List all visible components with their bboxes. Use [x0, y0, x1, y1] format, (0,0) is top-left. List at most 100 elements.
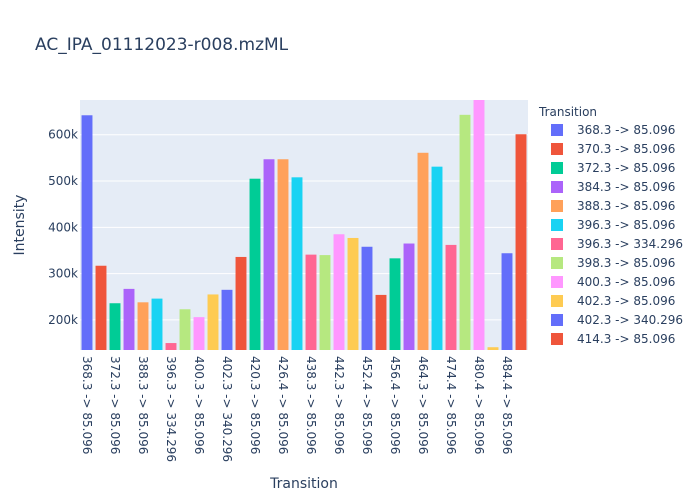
bar[interactable]	[515, 134, 527, 350]
bar[interactable]	[249, 178, 261, 350]
bar[interactable]	[459, 114, 471, 350]
bar[interactable]	[123, 288, 135, 350]
legend-item[interactable]: 398.3 -> 85.096	[551, 256, 675, 270]
y-axis-title: Intensity	[12, 195, 28, 256]
legend-items[interactable]: 368.3 -> 85.096 370.3 -> 85.096 372.3 -> 8…	[551, 123, 683, 346]
legend-item[interactable]: 388.3 -> 85.096	[551, 199, 675, 213]
bar[interactable]	[179, 309, 191, 350]
x-axis-title: Transition	[269, 476, 338, 492]
legend-swatch	[551, 276, 563, 288]
bar[interactable]	[263, 159, 275, 350]
bar[interactable]	[445, 244, 457, 350]
x-tick-label: 452.4 -> 85.096	[360, 356, 374, 454]
bar[interactable]	[151, 298, 163, 350]
bar[interactable]	[417, 152, 429, 350]
x-axis-ticks: 368.3 -> 85.096 372.3 -> 85.096 388.3 -> 8…	[80, 356, 514, 462]
bar[interactable]	[305, 254, 317, 350]
legend[interactable]: Transition 368.3 -> 85.096 370.3 -> 85.09…	[538, 105, 683, 346]
legend-item[interactable]: 368.3 -> 85.096	[551, 123, 675, 137]
legend-label: 398.3 -> 85.096	[577, 256, 675, 270]
bar[interactable]	[487, 347, 499, 350]
legend-label: 414.3 -> 85.096	[577, 332, 675, 346]
bar[interactable]	[95, 265, 107, 350]
bar[interactable]	[361, 246, 373, 350]
legend-swatch	[551, 333, 563, 345]
bar[interactable]	[347, 237, 359, 350]
legend-item[interactable]: 370.3 -> 85.096	[551, 142, 675, 156]
bar[interactable]	[109, 303, 121, 350]
legend-swatch	[551, 295, 563, 307]
legend-item[interactable]: 396.3 -> 334.296	[551, 237, 683, 251]
x-tick-label: 484.4 -> 85.096	[500, 356, 514, 454]
x-tick-label: 400.3 -> 85.096	[192, 356, 206, 454]
legend-label: 400.3 -> 85.096	[577, 275, 675, 289]
x-tick-label: 402.3 -> 340.296	[220, 356, 234, 462]
bar[interactable]	[473, 100, 485, 350]
legend-item[interactable]: 400.3 -> 85.096	[551, 275, 675, 289]
legend-label: 396.3 -> 334.296	[577, 237, 683, 251]
x-tick-label: 372.3 -> 85.096	[108, 356, 122, 454]
bar[interactable]	[165, 343, 177, 350]
bar[interactable]	[291, 177, 303, 350]
x-tick-label: 438.3 -> 85.096	[304, 356, 318, 454]
x-tick-label: 388.3 -> 85.096	[136, 356, 150, 454]
legend-label: 396.3 -> 85.096	[577, 218, 675, 232]
legend-item[interactable]: 372.3 -> 85.096	[551, 161, 675, 175]
x-tick-label: 368.3 -> 85.096	[80, 356, 94, 454]
bar[interactable]	[403, 243, 415, 350]
bar[interactable]	[333, 234, 345, 350]
legend-label: 368.3 -> 85.096	[577, 123, 675, 137]
x-tick-label: 456.4 -> 85.096	[388, 356, 402, 454]
bar[interactable]	[375, 294, 387, 350]
y-tick-label: 200k	[48, 313, 78, 327]
x-tick-label: 442.3 -> 85.096	[332, 356, 346, 454]
chart-title: AC_IPA_01112023-r008.mzML	[35, 35, 289, 55]
legend-label: 402.3 -> 85.096	[577, 294, 675, 308]
bar[interactable]	[431, 166, 443, 350]
x-tick-label: 420.3 -> 85.096	[248, 356, 262, 454]
y-tick-label: 600k	[48, 128, 78, 142]
x-tick-label: 464.3 -> 85.096	[416, 356, 430, 454]
y-tick-label: 300k	[48, 267, 78, 281]
bar[interactable]	[319, 255, 331, 350]
bar[interactable]	[501, 253, 513, 350]
bar[interactable]	[207, 294, 219, 350]
bar[interactable]	[137, 302, 149, 350]
legend-swatch	[551, 181, 563, 193]
legend-label: 388.3 -> 85.096	[577, 199, 675, 213]
legend-label: 402.3 -> 340.296	[577, 313, 683, 327]
bar[interactable]	[221, 289, 233, 350]
y-axis-ticks: 200k 300k 400k 500k 600k	[48, 128, 78, 327]
legend-swatch	[551, 124, 563, 136]
legend-swatch	[551, 200, 563, 212]
bar[interactable]	[81, 115, 93, 351]
bar[interactable]	[389, 258, 401, 350]
legend-item[interactable]: 402.3 -> 340.296	[551, 313, 683, 327]
legend-label: 372.3 -> 85.096	[577, 161, 675, 175]
y-tick-label: 500k	[48, 174, 78, 188]
legend-swatch	[551, 257, 563, 269]
legend-item[interactable]: 414.3 -> 85.096	[551, 332, 675, 346]
legend-item[interactable]: 396.3 -> 85.096	[551, 218, 675, 232]
y-tick-label: 400k	[48, 220, 78, 234]
legend-item[interactable]: 402.3 -> 85.096	[551, 294, 675, 308]
legend-label: 370.3 -> 85.096	[577, 142, 675, 156]
legend-swatch	[551, 162, 563, 174]
bar[interactable]	[193, 317, 205, 350]
legend-swatch	[551, 143, 563, 155]
x-tick-label: 480.4 -> 85.096	[472, 356, 486, 454]
legend-title: Transition	[538, 105, 597, 119]
legend-swatch	[551, 314, 563, 326]
legend-swatch	[551, 238, 563, 250]
bar[interactable]	[235, 256, 247, 350]
x-tick-label: 426.4 -> 85.096	[276, 356, 290, 454]
legend-swatch	[551, 219, 563, 231]
x-tick-label: 396.3 -> 334.296	[164, 356, 178, 462]
legend-label: 384.3 -> 85.096	[577, 180, 675, 194]
legend-item[interactable]: 384.3 -> 85.096	[551, 180, 675, 194]
bars	[81, 100, 527, 351]
bar[interactable]	[277, 159, 289, 350]
x-tick-label: 474.4 -> 85.096	[444, 356, 458, 454]
